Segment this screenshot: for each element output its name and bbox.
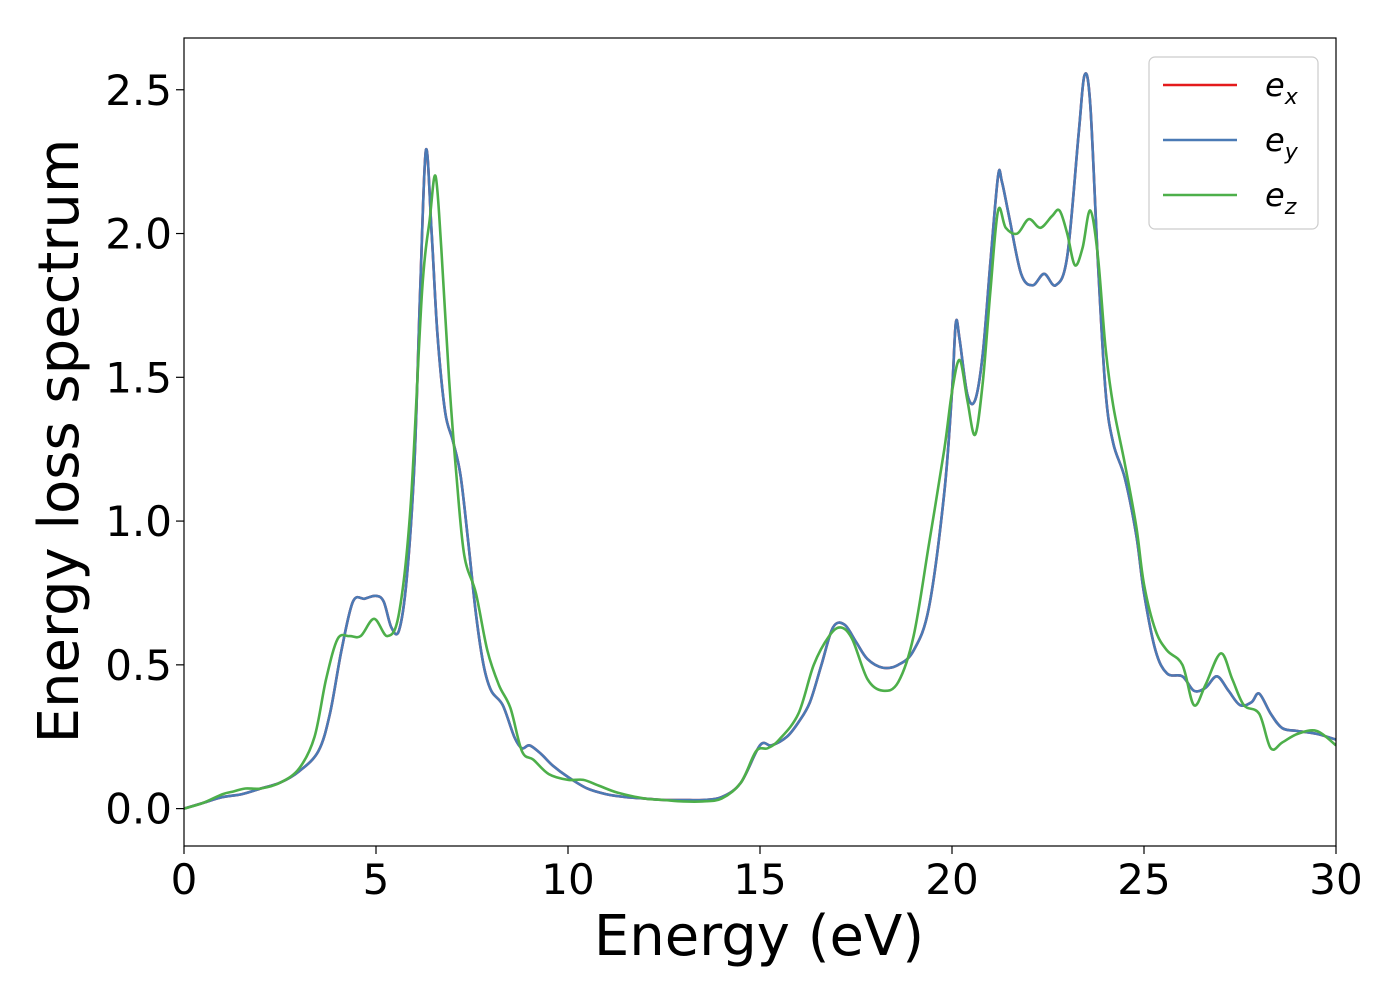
x-tick-label: 30: [1309, 855, 1362, 904]
y-tick-label: 2.0: [105, 210, 172, 259]
series-line-y: [184, 72, 1336, 810]
legend-label-x: ex: [1265, 66, 1299, 110]
y-tick-label: 2.5: [105, 66, 172, 115]
series-lines: [184, 72, 1336, 810]
legend-box: [1148, 56, 1319, 230]
y-axis-ticks: 0.0 0.5 1.0 1.5 2.0 2.5: [105, 66, 184, 834]
x-axis-ticks: 0 5 10 15 20 25 30: [171, 846, 1363, 904]
legend-label-z: ez: [1265, 176, 1297, 220]
x-tick-label: 0: [171, 855, 198, 904]
series-line-z: [184, 174, 1336, 810]
legend-label-y: ey: [1265, 121, 1299, 165]
y-tick-label: 0.5: [105, 641, 172, 690]
x-tick-label: 20: [925, 855, 978, 904]
y-tick-label: 0.0: [105, 785, 172, 834]
y-tick-label: 1.5: [105, 353, 172, 402]
legend: ex ey ez: [1148, 56, 1319, 230]
x-tick-label: 10: [541, 855, 594, 904]
x-axis-label: Energy (eV): [594, 904, 924, 969]
y-tick-label: 1.0: [105, 497, 172, 546]
x-tick-label: 5: [363, 855, 390, 904]
x-tick-label: 15: [733, 855, 786, 904]
y-axis-label: Energy loss spectrum: [27, 139, 92, 744]
x-tick-label: 25: [1117, 855, 1170, 904]
